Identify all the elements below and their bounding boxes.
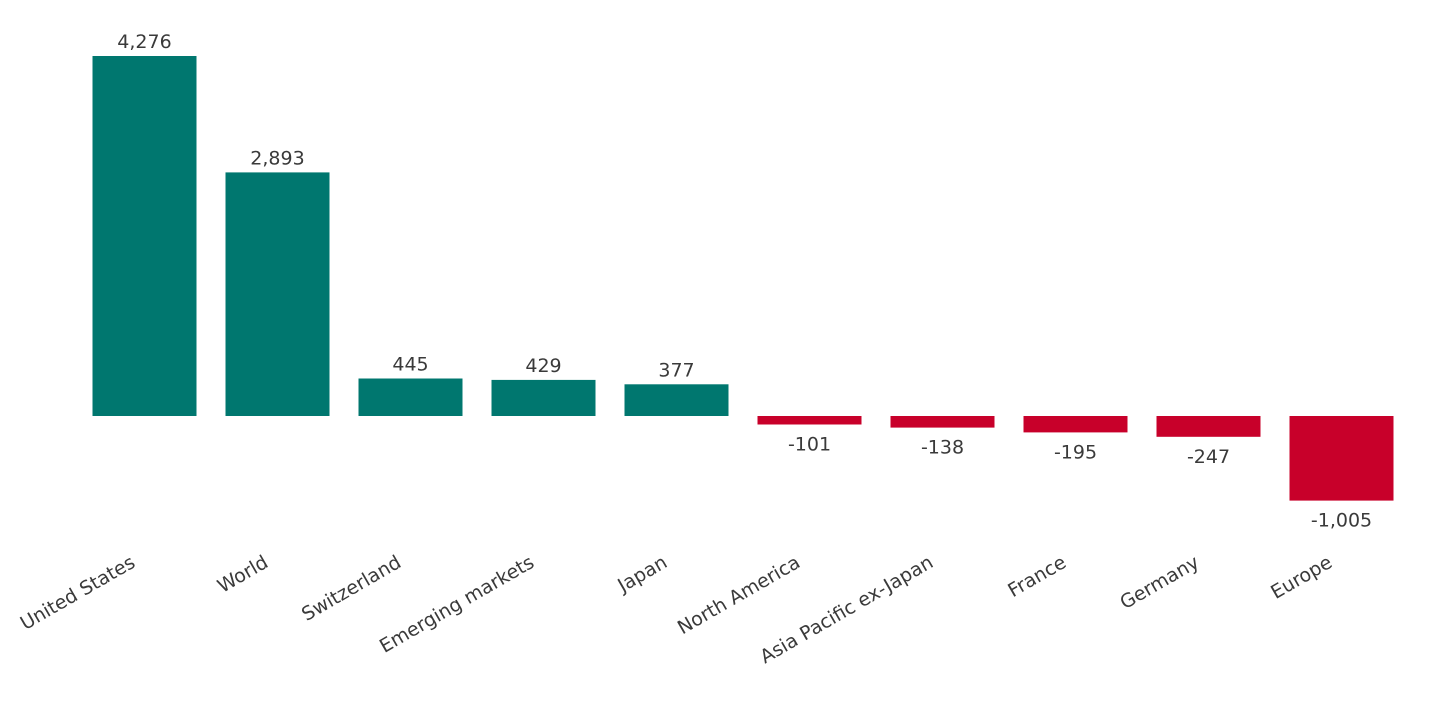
bar-europe — [1289, 416, 1394, 501]
value-label-france: -195 — [1054, 441, 1097, 463]
category-label-germany: Germany — [1116, 551, 1203, 614]
bar-switzerland — [358, 378, 463, 416]
bar-france — [1023, 416, 1128, 433]
value-label-asia-pacific-ex-japan: -138 — [921, 437, 964, 459]
bar-united-states — [92, 56, 197, 416]
category-label-switzerland: Switzerland — [298, 551, 405, 625]
bar-germany — [1156, 416, 1261, 437]
bar-emerging-markets — [491, 379, 596, 416]
bar-japan — [624, 384, 729, 416]
category-label-united-states: United States — [17, 551, 139, 634]
category-label-europe: Europe — [1267, 551, 1336, 603]
value-labels-group: 4,276 2,893 445 429 377 -101 -138 -195 -247 -1,00… — [117, 31, 1372, 532]
value-label-japan: 377 — [658, 359, 694, 381]
bar-world — [225, 172, 330, 416]
value-label-switzerland: 445 — [392, 354, 428, 376]
value-label-emerging-markets: 429 — [525, 355, 561, 377]
value-label-germany: -247 — [1187, 446, 1230, 468]
category-label-japan: Japan — [613, 551, 671, 597]
category-label-world: World — [214, 551, 272, 597]
value-label-europe: -1,005 — [1311, 510, 1372, 532]
bars-group — [92, 56, 1394, 501]
bar-north-america — [757, 416, 862, 425]
value-label-world: 2,893 — [250, 147, 304, 169]
value-label-united-states: 4,276 — [117, 31, 171, 53]
category-label-north-america: North America — [674, 551, 804, 639]
value-label-north-america: -101 — [788, 434, 831, 456]
bar-asia-pacific-ex-japan — [890, 416, 995, 428]
category-label-france: France — [1004, 551, 1070, 602]
